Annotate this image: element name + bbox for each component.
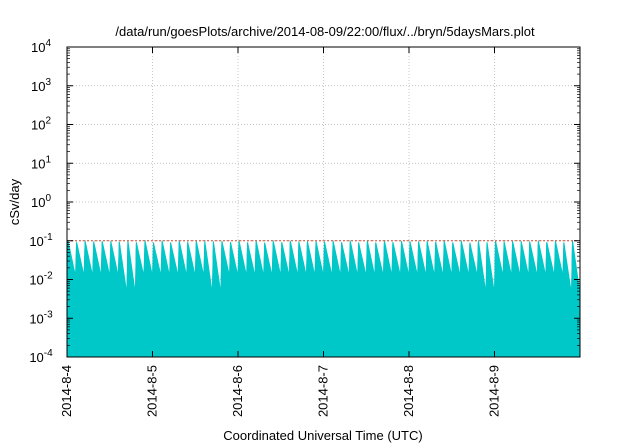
x-axis-label: Coordinated Universal Time (UTC) [223, 428, 422, 443]
series-top [66, 240, 581, 358]
y-tick-label: 104 [31, 38, 51, 55]
x-tick-label: 2014-8-7 [316, 365, 331, 417]
x-tick-label: 2014-8-9 [487, 365, 502, 417]
y-tick-label: 10-4 [29, 348, 53, 365]
y-tick-label: 100 [31, 193, 51, 210]
y-tick-label: 103 [31, 77, 51, 94]
x-tick-label: 2014-8-8 [401, 365, 416, 417]
y-tick-label: 101 [31, 154, 51, 171]
y-tick-label: 102 [31, 116, 51, 133]
x-tick-label: 2014-8-6 [230, 365, 245, 417]
x-axis-ticks: 2014-8-4 2014-8-5 2014-8-6 2014-8-7 2014-8-8… [59, 47, 502, 417]
series-group [66, 240, 581, 358]
x-tick-label: 2014-8-4 [59, 365, 74, 417]
y-tick-label: 10-1 [29, 232, 53, 249]
y-axis-label: cSv/day [7, 178, 22, 225]
y-tick-label: 10-2 [29, 271, 53, 288]
y-axis-ticks: 10-4 10-3 10-2 10-1 100 101 102 103 104 [29, 38, 580, 365]
chart-title: /data/run/goesPlots/archive/2014-08-09/2… [115, 24, 535, 39]
x-tick-label: 2014-8-5 [145, 365, 160, 417]
y-tick-label: 10-3 [29, 309, 53, 326]
